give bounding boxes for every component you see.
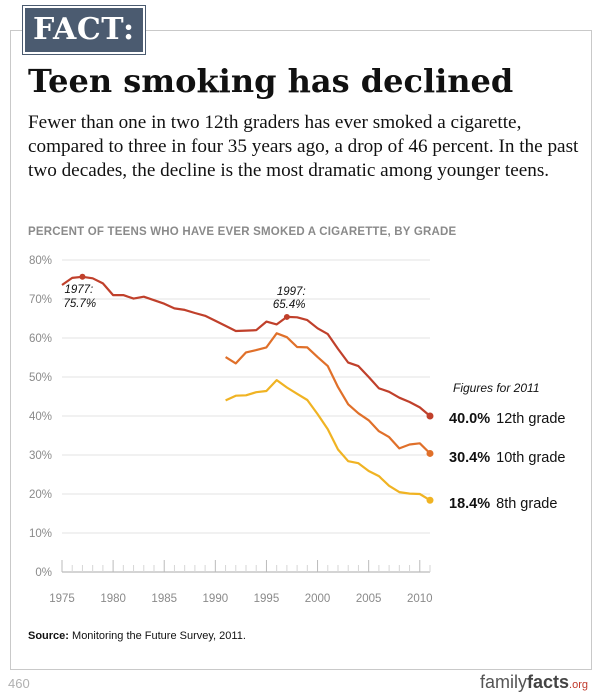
- headline: Teen smoking has declined: [28, 62, 514, 100]
- annotation-year: 1997:: [277, 286, 306, 298]
- annotation-value: 65.4%: [273, 299, 306, 311]
- y-tick-label: 40%: [29, 411, 52, 423]
- end-label-grade10: 30.4% 10th grade: [449, 450, 565, 466]
- series-lines: [61, 275, 434, 504]
- end-label-value: 30.4%: [449, 450, 490, 466]
- y-tick-label: 20%: [29, 489, 52, 501]
- end-label-name: 10th grade: [496, 450, 565, 466]
- fact-badge: FACT:: [23, 6, 145, 54]
- source-label: Source:: [28, 630, 69, 642]
- y-tick-label: 70%: [29, 294, 52, 306]
- end-label-name: 8th grade: [496, 496, 557, 512]
- legend-heading: Figures for 2011: [453, 381, 540, 395]
- page-number: 460: [8, 676, 30, 691]
- series-line-grade12: [61, 275, 431, 417]
- end-label-name: 12th grade: [496, 411, 565, 427]
- end-labels: Figures for 2011 40.0% 12th grade 30.4% 10th…: [449, 381, 565, 512]
- end-point-grade10: [426, 449, 434, 457]
- annotation-value: 75.7%: [63, 298, 96, 310]
- x-tick-label: 1995: [254, 593, 280, 605]
- end-label-grade12: 40.0% 12th grade: [449, 411, 565, 427]
- annotation-point: [283, 313, 290, 320]
- annotations: 1977: 75.7% 1997:65.4%: [63, 273, 306, 320]
- graphic-frame: [10, 30, 592, 670]
- end-point-grade12: [426, 412, 434, 420]
- y-tick-label: 10%: [29, 528, 52, 540]
- logo-part-1: family: [479, 672, 527, 692]
- end-point-grade8: [426, 496, 434, 504]
- end-label-value: 18.4%: [449, 496, 490, 512]
- annotation-year: 1977:: [64, 284, 93, 296]
- familyfacts-logo: familyfacts.org: [480, 672, 588, 693]
- deck-text: Fewer than one in two 12th graders has e…: [28, 112, 579, 181]
- x-tick-label: 1985: [151, 593, 177, 605]
- end-label-grade8: 18.4% 8th grade: [449, 496, 557, 512]
- chart-title: PERCENT OF TEENS WHO HAVE EVER SMOKED A …: [28, 226, 457, 238]
- x-tick-label: 2005: [356, 593, 382, 605]
- series-line-grade8: [225, 379, 431, 502]
- end-label-value: 40.0%: [449, 411, 490, 427]
- source-text: Monitoring the Future Survey, 2011.: [68, 630, 246, 642]
- series-line-grade10: [225, 332, 431, 455]
- grid-lines: [62, 259, 430, 534]
- y-tick-label: 50%: [29, 372, 52, 384]
- y-tick-label: 0%: [35, 567, 52, 579]
- y-tick-label: 80%: [29, 255, 52, 267]
- x-tick-label: 1975: [49, 593, 75, 605]
- y-tick-label: 60%: [29, 333, 52, 345]
- x-tick-label: 1980: [100, 593, 126, 605]
- x-tick-label: 1990: [203, 593, 229, 605]
- x-tick-label: 2010: [407, 593, 433, 605]
- axes: 0% 10% 20% 30% 40% 50% 60% 70% 80% 1975 1980 1985 19…: [29, 255, 433, 605]
- logo-part-3: .org: [569, 679, 588, 691]
- source-note: Source: Monitoring the Future Survey, 20…: [28, 630, 246, 642]
- x-tick-label: 2000: [305, 593, 331, 605]
- y-tick-label: 30%: [29, 450, 52, 462]
- logo-part-2: facts: [527, 672, 570, 692]
- annotation-point: [79, 273, 86, 280]
